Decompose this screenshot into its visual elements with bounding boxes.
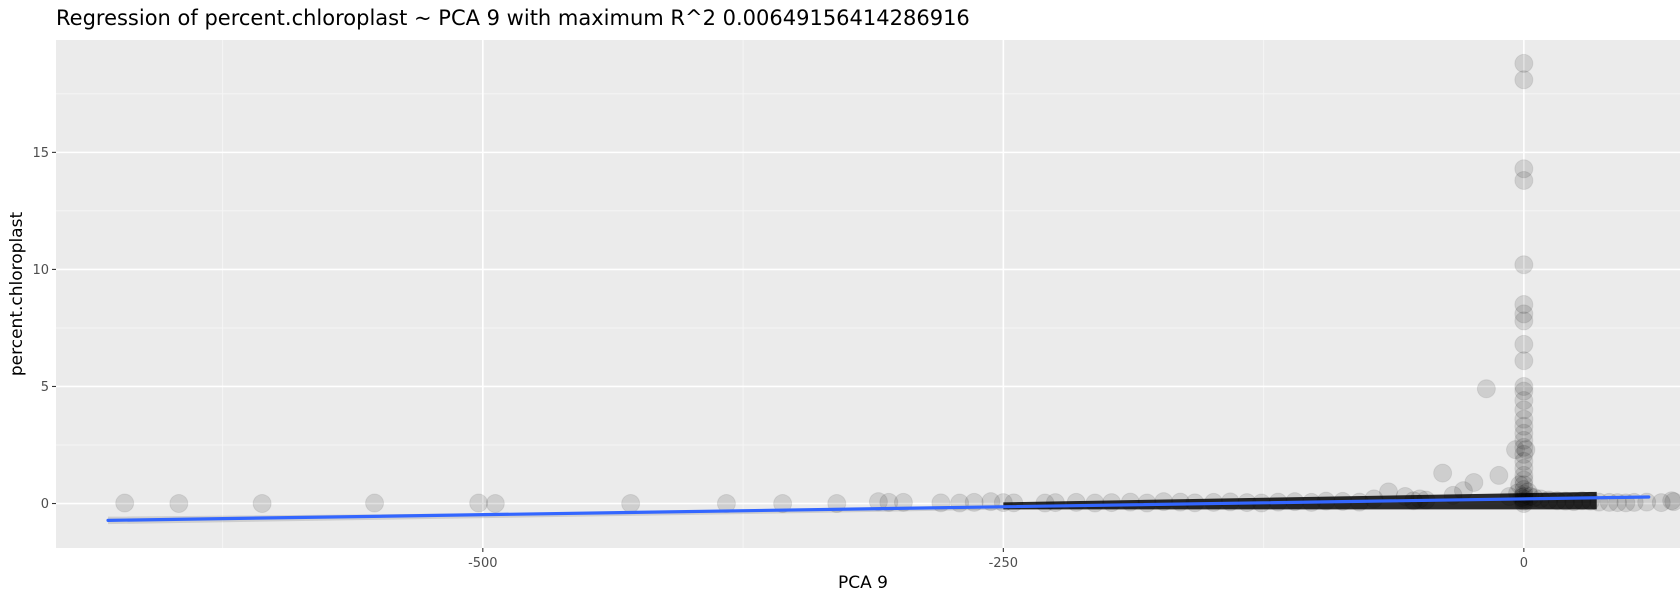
data-point	[621, 494, 641, 514]
data-point	[169, 494, 189, 514]
data-point	[1464, 472, 1484, 492]
data-point	[1518, 482, 1538, 502]
data-point	[115, 493, 135, 513]
minor-grid	[56, 40, 1680, 548]
data-point	[1102, 493, 1122, 513]
data-point	[1066, 492, 1086, 512]
data-point	[1514, 491, 1534, 511]
data-point	[1514, 351, 1534, 371]
x-axis-title: PCA 9	[838, 573, 888, 593]
data-point	[1514, 470, 1534, 490]
data-point	[1045, 493, 1065, 513]
plot-panel	[56, 40, 1680, 548]
data-point	[1651, 493, 1671, 513]
data-point	[1514, 170, 1534, 190]
data-point	[1514, 430, 1534, 450]
data-point	[1514, 304, 1534, 324]
points-layer	[115, 53, 1680, 514]
y-tick-label: 10	[32, 263, 49, 278]
y-tick-label: 0	[41, 497, 49, 512]
x-tick-label: 0	[1520, 556, 1528, 571]
y-axis-title: percent.chloroplast	[7, 212, 27, 377]
regression-line-layer	[106, 495, 1651, 522]
data-point	[1572, 491, 1592, 511]
data-point	[1514, 53, 1534, 73]
data-point	[1514, 416, 1534, 436]
x-tick-label: -500	[468, 556, 498, 571]
data-point	[1514, 311, 1534, 331]
data-point	[1514, 437, 1534, 457]
regression-line	[106, 495, 1651, 522]
data-point	[1364, 489, 1384, 509]
data-point	[1662, 491, 1680, 511]
data-point	[1514, 70, 1534, 90]
data-point	[1085, 493, 1105, 513]
data-point	[1547, 491, 1567, 511]
y-tick-label: 15	[32, 146, 49, 161]
data-point	[1514, 409, 1534, 429]
data-point	[1514, 381, 1534, 401]
data-point	[1004, 493, 1024, 513]
data-point	[252, 494, 272, 514]
x-axis: -500 -250 0	[468, 548, 1528, 571]
data-point	[773, 494, 793, 514]
data-point	[1170, 492, 1190, 512]
data-point	[1120, 492, 1140, 512]
data-point	[1514, 451, 1534, 471]
data-point	[1514, 444, 1534, 464]
data-point	[1514, 391, 1534, 411]
data-point	[469, 493, 489, 513]
data-point	[1514, 295, 1534, 315]
data-point	[1506, 440, 1526, 460]
data-point	[1514, 458, 1534, 478]
data-point	[1476, 379, 1496, 399]
data-point	[1514, 159, 1534, 179]
y-axis: 0 5 10 15	[32, 146, 56, 512]
data-point	[1664, 492, 1680, 512]
data-point	[1379, 482, 1399, 502]
data-point	[1514, 334, 1534, 354]
x-tick-label: -250	[989, 556, 1019, 571]
data-point	[868, 492, 888, 512]
data-point	[1520, 486, 1540, 506]
data-point	[485, 494, 505, 514]
data-point	[1510, 475, 1530, 495]
data-point	[1514, 475, 1534, 495]
data-point	[1489, 465, 1509, 485]
data-point	[365, 493, 385, 513]
data-point	[1433, 463, 1453, 483]
data-point	[1514, 486, 1534, 506]
chart-title: Regression of percent.chloroplast ~ PCA …	[56, 6, 970, 30]
data-point	[1516, 440, 1536, 460]
data-point	[1499, 486, 1519, 506]
data-point	[1154, 492, 1174, 512]
y-tick-label: 5	[41, 380, 49, 395]
data-point	[1514, 255, 1534, 275]
data-point	[1514, 400, 1534, 420]
data-point	[1514, 376, 1534, 396]
data-point	[1514, 465, 1534, 485]
data-point	[1514, 423, 1534, 443]
